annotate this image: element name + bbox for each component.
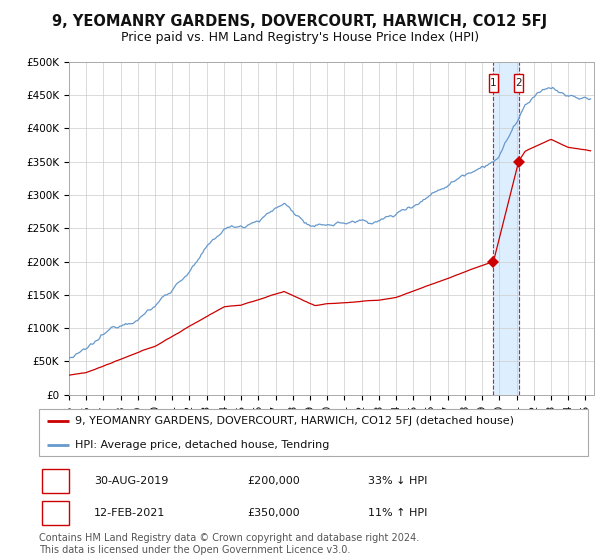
- Text: 30-AUG-2019: 30-AUG-2019: [94, 476, 168, 486]
- Text: 2: 2: [515, 78, 522, 88]
- Text: 33% ↓ HPI: 33% ↓ HPI: [368, 476, 428, 486]
- Text: 2: 2: [52, 507, 59, 520]
- Bar: [493, 62, 518, 395]
- FancyBboxPatch shape: [39, 409, 588, 456]
- Text: 1: 1: [52, 474, 59, 487]
- Text: 1: 1: [490, 78, 497, 88]
- FancyBboxPatch shape: [42, 469, 69, 493]
- Text: 9, YEOMANRY GARDENS, DOVERCOURT, HARWICH, CO12 5FJ (detached house): 9, YEOMANRY GARDENS, DOVERCOURT, HARWICH…: [74, 416, 514, 426]
- Text: £350,000: £350,000: [248, 508, 300, 518]
- Text: Price paid vs. HM Land Registry's House Price Index (HPI): Price paid vs. HM Land Registry's House …: [121, 31, 479, 44]
- Text: 9, YEOMANRY GARDENS, DOVERCOURT, HARWICH, CO12 5FJ: 9, YEOMANRY GARDENS, DOVERCOURT, HARWICH…: [52, 14, 548, 29]
- Text: 12-FEB-2021: 12-FEB-2021: [94, 508, 165, 518]
- FancyBboxPatch shape: [514, 74, 523, 92]
- FancyBboxPatch shape: [42, 501, 69, 525]
- Text: £200,000: £200,000: [248, 476, 301, 486]
- Text: HPI: Average price, detached house, Tendring: HPI: Average price, detached house, Tend…: [74, 440, 329, 450]
- Text: 11% ↑ HPI: 11% ↑ HPI: [368, 508, 428, 518]
- Text: Contains HM Land Registry data © Crown copyright and database right 2024.
This d: Contains HM Land Registry data © Crown c…: [39, 533, 419, 555]
- FancyBboxPatch shape: [489, 74, 498, 92]
